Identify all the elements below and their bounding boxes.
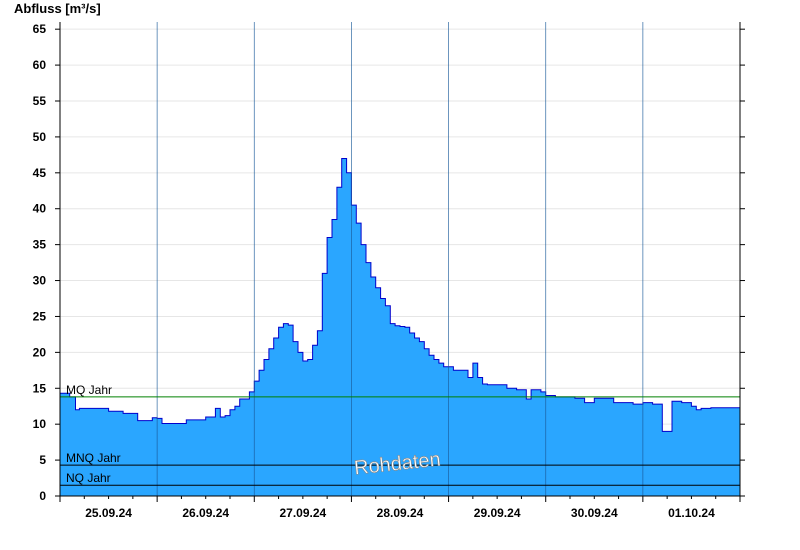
x-tick-label: 27.09.24 bbox=[279, 506, 326, 520]
x-tick-label: 25.09.24 bbox=[85, 506, 132, 520]
day-separators bbox=[156, 22, 644, 496]
y-tick-label: 55 bbox=[33, 94, 47, 108]
y-tick-label: 60 bbox=[33, 58, 47, 72]
y-tick-label: 0 bbox=[39, 489, 46, 503]
x-axis-ticks: 25.09.24 26.09.24 27.09.24 28.09.24 29.09.24… bbox=[59, 496, 741, 520]
y-axis-ticks: 0 5 10 15 20 25 30 35 40 45 50 55 60 65 bbox=[33, 22, 745, 503]
y-tick-label: 40 bbox=[33, 202, 47, 216]
x-tick-label: 30.09.24 bbox=[571, 506, 618, 520]
x-tick-label: 01.10.24 bbox=[668, 506, 715, 520]
y-tick-label: 50 bbox=[33, 130, 47, 144]
y-tick-label: 20 bbox=[33, 345, 47, 359]
x-tick-label: 26.09.24 bbox=[182, 506, 229, 520]
y-tick-label: 10 bbox=[33, 417, 47, 431]
grid bbox=[60, 28, 740, 461]
reference-lines: MQ Jahr MNQ Jahr NQ Jahr bbox=[60, 383, 740, 486]
x-tick-label: 29.09.24 bbox=[474, 506, 521, 520]
series-area bbox=[60, 158, 740, 496]
y-tick-label: 15 bbox=[33, 381, 47, 395]
chart-title: Abfluss [m³/s] bbox=[14, 1, 101, 16]
y-tick-label: 5 bbox=[39, 453, 46, 467]
discharge-line bbox=[60, 158, 740, 432]
y-tick-label: 45 bbox=[33, 166, 47, 180]
y-tick-label: 65 bbox=[33, 22, 47, 36]
x-tick-label: 28.09.24 bbox=[377, 506, 424, 520]
reference-label: MQ Jahr bbox=[66, 383, 112, 397]
reference-label: MNQ Jahr bbox=[66, 451, 121, 465]
y-tick-label: 25 bbox=[33, 309, 47, 323]
y-tick-label: 30 bbox=[33, 274, 47, 288]
reference-label: NQ Jahr bbox=[66, 471, 111, 485]
y-tick-label: 35 bbox=[33, 238, 47, 252]
